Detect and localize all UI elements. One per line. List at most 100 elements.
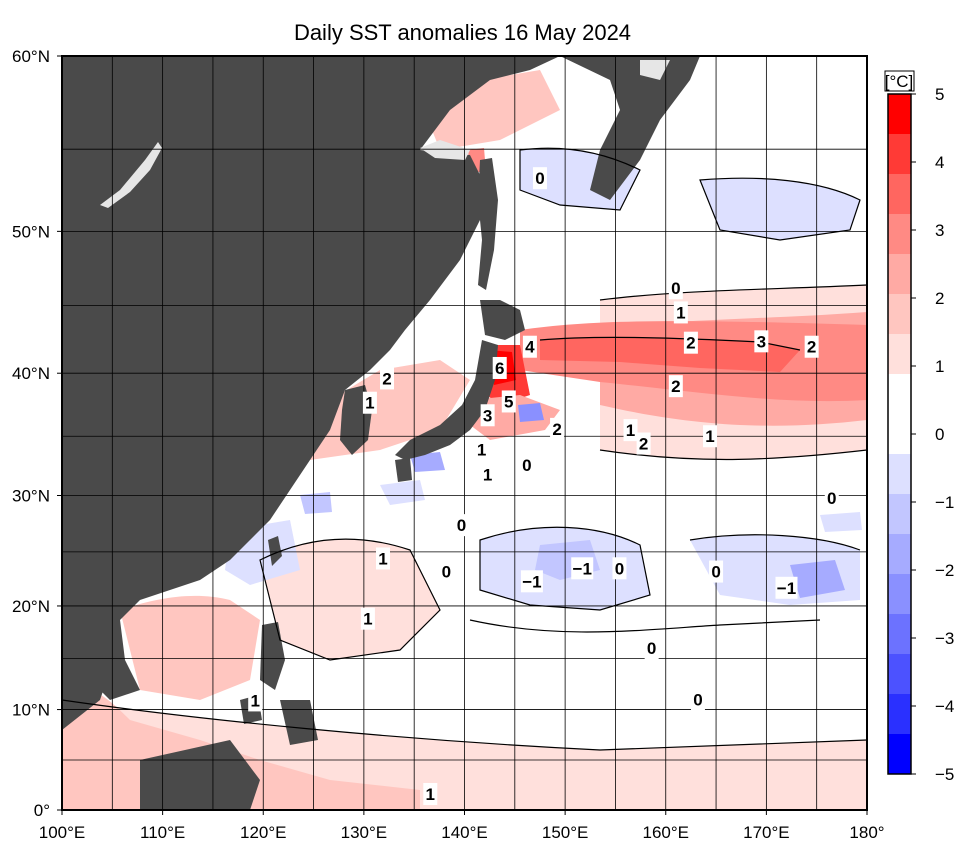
longitude-tick-label: 130°E xyxy=(341,823,388,842)
anomaly-field-negative xyxy=(410,452,445,472)
colorbar-tick-label: −5 xyxy=(935,765,954,784)
anomaly-field-negative xyxy=(820,512,862,532)
contour-label: 0 xyxy=(693,690,702,709)
longitude-tick-label: 100°E xyxy=(39,823,86,842)
contour-label-background xyxy=(673,301,688,324)
colorbar-swatches xyxy=(888,94,911,775)
colorbar-tick-label: 5 xyxy=(935,85,944,104)
contour-label-background xyxy=(532,167,547,190)
contour-label: 2 xyxy=(639,435,648,454)
contour-label-background xyxy=(754,330,769,353)
longitude-tick-label: 120°E xyxy=(240,823,287,842)
contour-label-background xyxy=(804,335,819,358)
colorbar-swatch xyxy=(888,534,911,575)
contour-label: 2 xyxy=(671,377,680,396)
colorbar-tick-label: −3 xyxy=(935,629,954,648)
contour-label-background xyxy=(571,557,594,580)
contour-label: 0 xyxy=(647,639,656,658)
contour-label-background xyxy=(380,367,395,390)
colorbar-swatch xyxy=(888,574,911,615)
colorbar-tick-label: 3 xyxy=(935,221,944,240)
colorbar-swatch xyxy=(888,174,911,215)
land-luzon xyxy=(260,622,285,690)
contour-line xyxy=(62,699,867,751)
contour-label: 1 xyxy=(676,303,685,322)
contour-label-background xyxy=(824,486,839,509)
contour-label-background xyxy=(709,560,724,583)
contour-label: 1 xyxy=(378,549,387,568)
contour-label-background xyxy=(775,576,798,599)
contour-label: 3 xyxy=(483,406,492,425)
colorbar-swatch xyxy=(888,94,911,135)
colorbar-tick-label: −1 xyxy=(935,493,954,512)
colorbar-swatch xyxy=(888,494,911,535)
anomaly-field-positive xyxy=(540,337,800,372)
colorbar-swatch xyxy=(888,454,911,495)
contour-label: 0 xyxy=(827,489,836,508)
land-mindanao xyxy=(280,700,318,745)
contour-label-background xyxy=(360,607,375,630)
contour-label: 0 xyxy=(457,516,466,535)
latitude-tick-label: 30°N xyxy=(12,487,50,506)
land-asian-continent xyxy=(62,56,560,700)
colorbar-swatch xyxy=(888,334,911,375)
anomaly-field-negative xyxy=(380,480,425,505)
contour-label: 2 xyxy=(686,334,695,353)
colorbar-tick-label: −4 xyxy=(935,697,954,716)
colorbar-swatch xyxy=(888,294,911,335)
contour-line xyxy=(259,538,441,661)
land-kyushu xyxy=(395,458,412,482)
latitude-tick-label: 60°N xyxy=(12,47,50,66)
longitude-tick-label: 110°E xyxy=(140,823,185,842)
latitude-tick-label: 50°N xyxy=(12,222,50,241)
contour-label: 3 xyxy=(757,332,766,351)
colorbar-tick-label: 0 xyxy=(935,425,944,444)
contour-label: 0 xyxy=(535,169,544,188)
contour-label-background xyxy=(501,390,516,413)
lake-baikal xyxy=(100,142,162,208)
contour-label: 1 xyxy=(477,441,486,460)
colorbar-tick-label: 4 xyxy=(935,153,944,172)
longitude-tick-label: 180° xyxy=(849,823,884,842)
land-sakhalin xyxy=(478,158,498,290)
colorbar-unit: [°C] xyxy=(885,72,914,91)
colorbar-swatch xyxy=(888,414,911,455)
contour-label-background xyxy=(480,404,495,427)
contour-label: 1 xyxy=(363,610,372,629)
colorbar-tick-label: −2 xyxy=(935,561,954,580)
contour-label-background xyxy=(644,636,659,659)
colorbar-unit-box xyxy=(884,70,915,92)
colorbar-swatch xyxy=(888,254,911,295)
contour-label-background xyxy=(520,570,543,593)
colorbar-swatch xyxy=(888,134,911,175)
latitude-tick-label: 0° xyxy=(34,801,50,820)
land-hokkaido xyxy=(480,300,525,340)
land-borneo xyxy=(140,740,260,810)
colorbar-tick-label: 2 xyxy=(935,289,944,308)
contour-label: −1 xyxy=(573,559,592,578)
contour-line xyxy=(519,147,641,211)
contour-label-background xyxy=(439,560,454,583)
contour-line xyxy=(699,177,861,241)
contour-label: 2 xyxy=(552,420,561,439)
anomaly-field-positive xyxy=(120,595,260,700)
anomaly-field-negative xyxy=(700,178,860,240)
contour-label-background xyxy=(492,356,507,379)
colorbar-swatch xyxy=(888,734,911,775)
contour-line xyxy=(599,449,867,461)
land-indochina xyxy=(62,600,120,730)
longitude-tick-label: 170°E xyxy=(743,823,790,842)
sea-ice-okhotsk xyxy=(420,140,470,160)
contour-label-background xyxy=(423,783,438,806)
contour-label-background xyxy=(668,375,683,398)
contour-label-background xyxy=(690,688,705,711)
contour-label: 6 xyxy=(495,359,504,378)
contour-label-background xyxy=(623,419,638,442)
contour-label: 1 xyxy=(426,785,435,804)
anomaly-field-negative xyxy=(790,560,845,598)
contour-label: 1 xyxy=(250,691,259,710)
latitude-tick-label: 40°N xyxy=(12,364,50,383)
latitude-axis-labels: 60°N 50°N 40°N 30°N 20°N 10°N 0° xyxy=(12,47,62,820)
